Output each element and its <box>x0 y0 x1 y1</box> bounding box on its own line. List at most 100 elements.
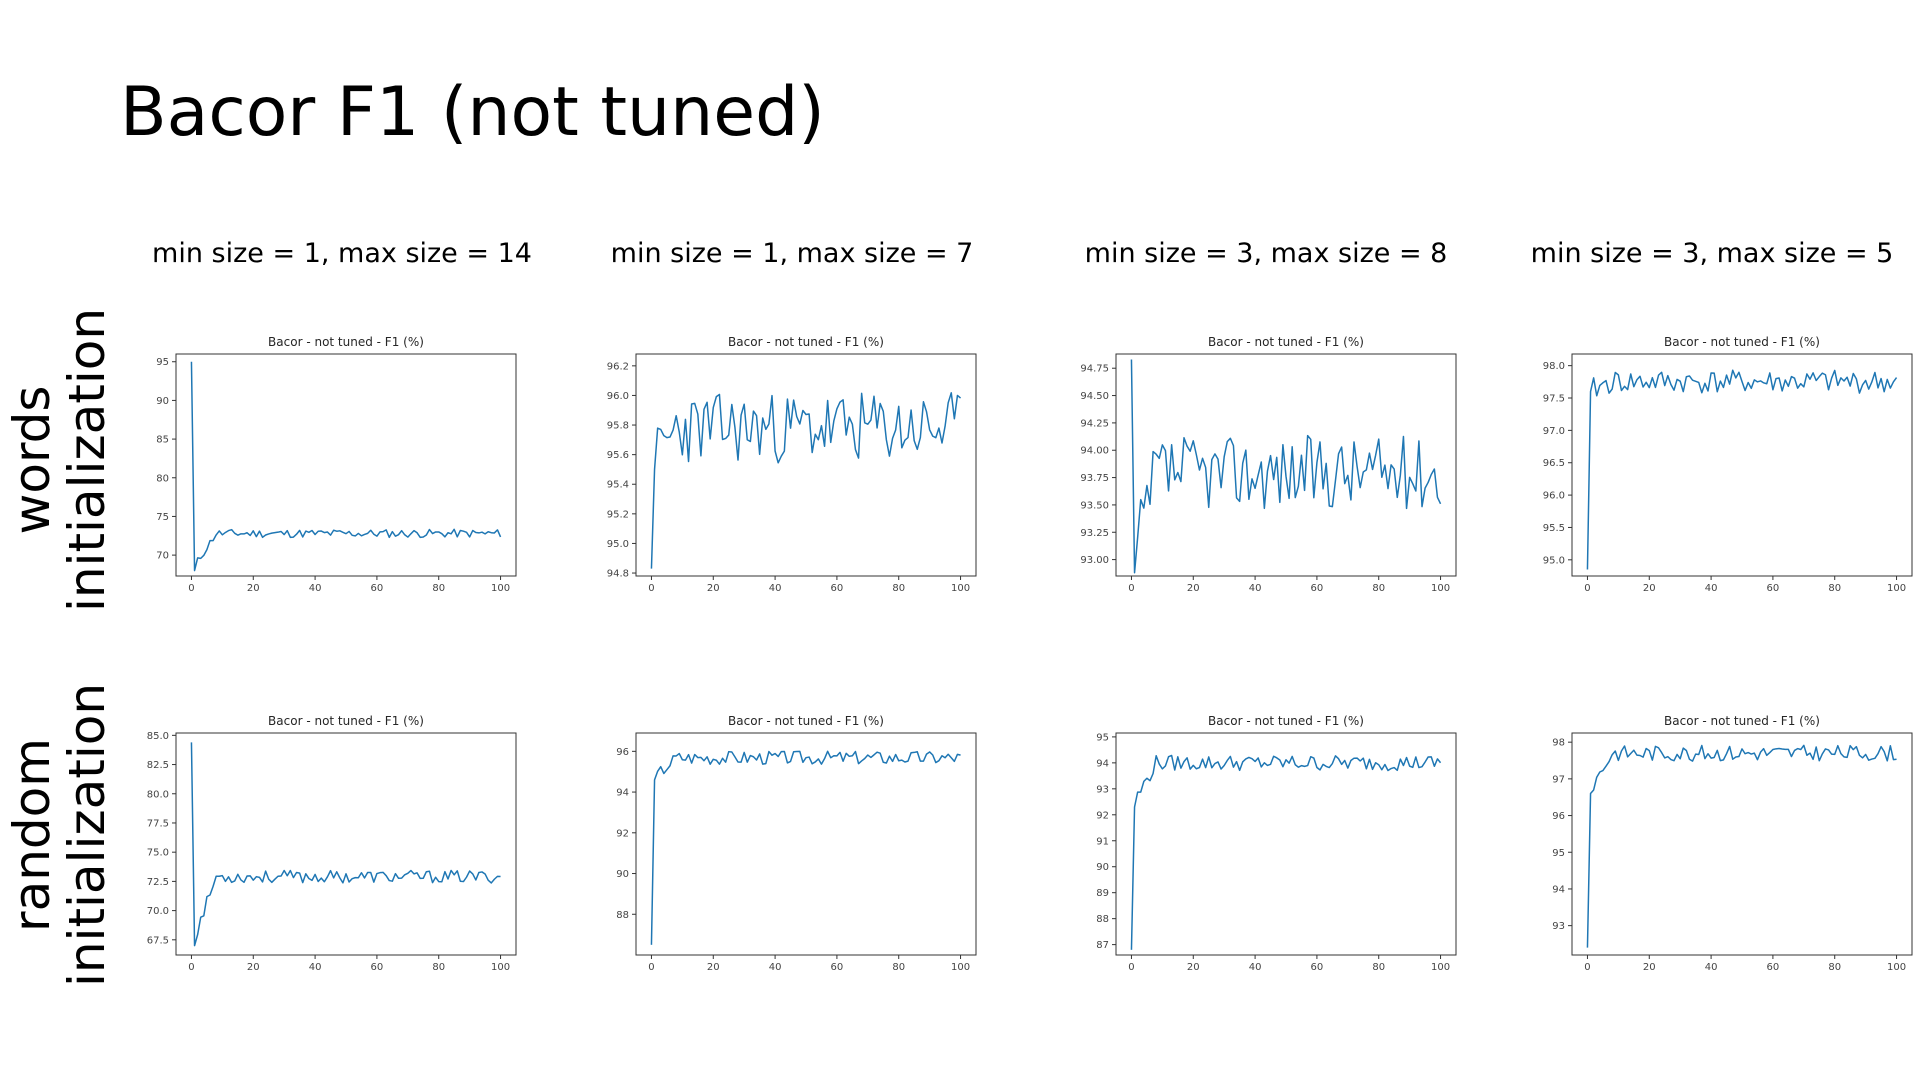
y-tick-label: 97 <box>1552 774 1565 785</box>
chart-random-1-14: Bacor - not tuned - F1 (%) 0 20 40 60 80 100 67… <box>128 714 528 985</box>
x-tick-label: 0 <box>648 583 654 594</box>
row-label-words: words initialization <box>3 300 116 620</box>
y-tick-label: 93 <box>1096 784 1109 795</box>
x-tick-label: 20 <box>247 962 260 973</box>
y-tick-label: 88 <box>616 910 629 921</box>
y-tick-label: 95 <box>1096 732 1109 743</box>
y-tick-label: 75 <box>156 512 169 523</box>
y-tick-label: 94.00 <box>1080 446 1109 457</box>
y-tick-label: 70 <box>156 551 169 562</box>
y-tick-label: 94 <box>616 788 629 799</box>
plot-title: Bacor - not tuned - F1 (%) <box>728 335 884 349</box>
chart-svg: Bacor - not tuned - F1 (%) 0 20 40 60 80 100 87… <box>1096 714 1457 973</box>
plot-title: Bacor - not tuned - F1 (%) <box>268 335 424 349</box>
y-tick-label: 80 <box>156 473 169 484</box>
chart-svg: Bacor - not tuned - F1 (%) 0 20 40 60 80 100 88… <box>616 714 977 973</box>
row-label-random-line1: random <box>3 738 61 932</box>
y-tick-label: 93.25 <box>1080 528 1109 539</box>
x-tick-label: 40 <box>1705 583 1718 594</box>
x-tick-label: 20 <box>1643 583 1656 594</box>
series-line <box>190 742 501 947</box>
plot-title: Bacor - not tuned - F1 (%) <box>1208 335 1364 349</box>
x-tick-label: 80 <box>1372 962 1385 973</box>
y-tick-label: 94.75 <box>1080 364 1109 375</box>
x-tick-label: 40 <box>1249 583 1262 594</box>
y-tick-label: 85.0 <box>147 731 169 742</box>
x-tick-label: 80 <box>892 583 905 594</box>
chart-random-1-7: Bacor - not tuned - F1 (%) 0 20 40 60 80 100 88… <box>588 714 988 985</box>
x-tick-label: 100 <box>1431 962 1450 973</box>
y-tick-label: 95 <box>156 357 169 368</box>
chart-svg: Bacor - not tuned - F1 (%) 0 20 40 60 80 100 70… <box>156 335 517 594</box>
slide-title: Bacor F1 (not tuned) <box>120 73 825 152</box>
x-tick-label: 0 <box>188 962 194 973</box>
y-tick-label: 96 <box>1552 811 1565 822</box>
x-tick-label: 60 <box>831 583 844 594</box>
x-tick-label: 80 <box>1828 583 1841 594</box>
series-line <box>1586 369 1898 570</box>
y-tick-label: 94 <box>1552 884 1565 895</box>
plot-frame <box>175 732 517 956</box>
y-tick-label: 90 <box>156 396 169 407</box>
x-tick-label: 60 <box>1311 583 1324 594</box>
x-tick-label: 40 <box>1705 962 1718 973</box>
plot-title: Bacor - not tuned - F1 (%) <box>1664 335 1820 349</box>
y-tick-label: 97.0 <box>1543 426 1565 437</box>
y-tick-label: 94.50 <box>1080 391 1109 402</box>
x-tick-label: 80 <box>892 962 905 973</box>
y-tick-label: 93.00 <box>1080 555 1109 566</box>
x-tick-label: 60 <box>1767 583 1780 594</box>
chart-svg: Bacor - not tuned - F1 (%) 0 20 40 60 80 100 93… <box>1552 714 1913 973</box>
x-tick-label: 20 <box>247 583 260 594</box>
row-label-random-line2: initialization <box>58 682 116 988</box>
chart-svg: Bacor - not tuned - F1 (%) 0 20 40 60 80 100 67… <box>147 714 517 973</box>
series-line <box>650 750 961 945</box>
series-line <box>1130 359 1442 574</box>
series-line <box>1586 744 1897 948</box>
chart-svg: Bacor - not tuned - F1 (%) 0 20 40 60 80 100 94… <box>607 335 977 594</box>
y-tick-label: 82.5 <box>147 760 169 771</box>
plot-frame <box>175 353 517 577</box>
x-tick-label: 60 <box>1767 962 1780 973</box>
plot-title: Bacor - not tuned - F1 (%) <box>1664 714 1820 728</box>
x-tick-label: 40 <box>1249 962 1262 973</box>
y-tick-label: 95.0 <box>607 539 629 550</box>
plot-title: Bacor - not tuned - F1 (%) <box>1208 714 1364 728</box>
y-tick-label: 95.0 <box>1543 555 1565 566</box>
x-tick-label: 100 <box>1887 962 1906 973</box>
y-tick-label: 93 <box>1552 921 1565 932</box>
x-tick-label: 100 <box>951 583 970 594</box>
plot-title: Bacor - not tuned - F1 (%) <box>728 714 884 728</box>
x-tick-label: 0 <box>188 583 194 594</box>
x-tick-label: 60 <box>1311 962 1324 973</box>
plot-frame <box>1571 732 1913 956</box>
x-tick-label: 20 <box>1187 962 1200 973</box>
y-tick-label: 96.2 <box>607 361 629 372</box>
chart-words-1-14: Bacor - not tuned - F1 (%) 0 20 40 60 80 100 70… <box>128 335 528 606</box>
x-tick-label: 0 <box>648 962 654 973</box>
row-label-random: random initialization <box>3 675 116 995</box>
y-tick-label: 95 <box>1552 848 1565 859</box>
y-tick-label: 96 <box>616 747 629 758</box>
y-tick-label: 85 <box>156 435 169 446</box>
x-tick-label: 80 <box>1372 583 1385 594</box>
y-tick-label: 80.0 <box>147 789 169 800</box>
y-tick-label: 94 <box>1096 758 1109 769</box>
x-tick-label: 100 <box>1887 583 1906 594</box>
y-tick-label: 95.5 <box>1543 523 1565 534</box>
chart-svg: Bacor - not tuned - F1 (%) 0 20 40 60 80 100 93… <box>1080 335 1457 594</box>
chart-random-3-5: Bacor - not tuned - F1 (%) 0 20 40 60 80 100 93… <box>1524 714 1920 985</box>
y-tick-label: 98.0 <box>1543 361 1565 372</box>
plot-frame <box>1115 353 1457 577</box>
plot-frame <box>635 353 977 577</box>
y-tick-label: 67.5 <box>147 935 169 946</box>
y-tick-label: 95.6 <box>607 450 629 461</box>
y-tick-label: 90 <box>616 869 629 880</box>
y-tick-label: 94.8 <box>607 569 629 580</box>
x-tick-label: 40 <box>769 962 782 973</box>
y-tick-label: 93.75 <box>1080 473 1109 484</box>
x-tick-label: 40 <box>309 962 322 973</box>
series-line <box>650 392 962 569</box>
x-tick-label: 20 <box>707 962 720 973</box>
plot-frame <box>1115 732 1457 956</box>
